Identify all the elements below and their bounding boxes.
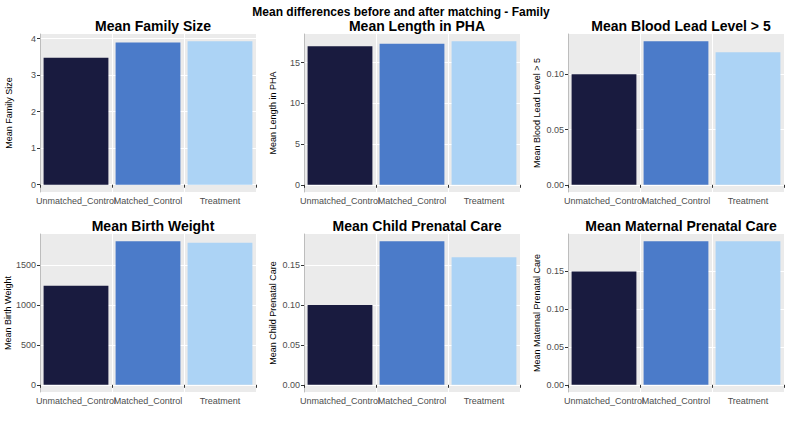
svg-text:Unmatched_Control: Unmatched_Control — [36, 196, 116, 206]
svg-text:Treatment: Treatment — [464, 396, 505, 406]
svg-text:Unmatched_Control: Unmatched_Control — [300, 196, 380, 206]
svg-text:10: 10 — [290, 98, 300, 108]
svg-text:Mean Blood Lead Level > 5: Mean Blood Lead Level > 5 — [532, 58, 542, 168]
svg-text:Matched_Control: Matched_Control — [114, 396, 183, 406]
svg-text:0.10: 0.10 — [282, 300, 300, 310]
svg-text:0.15: 0.15 — [546, 266, 564, 276]
svg-text:0.05: 0.05 — [546, 342, 564, 352]
svg-text:Unmatched_Control: Unmatched_Control — [36, 396, 116, 406]
svg-text:Matched_Control: Matched_Control — [642, 396, 711, 406]
svg-text:Mean Child Prenatal Care: Mean Child Prenatal Care — [333, 218, 502, 234]
svg-text:Treatment: Treatment — [200, 196, 241, 206]
svg-text:Unmatched_Control: Unmatched_Control — [300, 396, 380, 406]
svg-text:0.00: 0.00 — [546, 380, 564, 390]
svg-text:0.15: 0.15 — [282, 260, 300, 270]
svg-text:Unmatched_Control: Unmatched_Control — [564, 396, 644, 406]
svg-text:Matched_Control: Matched_Control — [378, 396, 447, 406]
svg-text:Treatment: Treatment — [464, 196, 505, 206]
svg-text:Unmatched_Control: Unmatched_Control — [564, 196, 644, 206]
svg-text:Treatment: Treatment — [728, 396, 769, 406]
svg-text:Mean differences before and af: Mean differences before and after matchi… — [252, 5, 550, 19]
svg-text:Treatment: Treatment — [728, 196, 769, 206]
svg-text:Mean Maternal Prenatal Care: Mean Maternal Prenatal Care — [532, 254, 542, 372]
svg-text:1000: 1000 — [16, 300, 36, 310]
svg-text:Matched_Control: Matched_Control — [114, 196, 183, 206]
svg-text:3: 3 — [31, 70, 36, 80]
svg-text:0: 0 — [295, 180, 300, 190]
svg-text:0.05: 0.05 — [282, 340, 300, 350]
svg-text:0.05: 0.05 — [546, 125, 564, 135]
svg-text:Mean Birth Weight: Mean Birth Weight — [92, 218, 215, 234]
svg-text:Mean Blood Lead Level > 5: Mean Blood Lead Level > 5 — [591, 18, 771, 34]
svg-text:Mean Family Size: Mean Family Size — [4, 77, 14, 149]
svg-text:4: 4 — [31, 34, 36, 44]
svg-text:Mean Family Size: Mean Family Size — [95, 18, 211, 34]
svg-text:500: 500 — [21, 340, 36, 350]
svg-text:Mean Birth Weight: Mean Birth Weight — [3, 276, 13, 350]
svg-text:0.00: 0.00 — [282, 380, 300, 390]
svg-text:0: 0 — [31, 380, 36, 390]
svg-text:Treatment: Treatment — [200, 396, 241, 406]
svg-text:0: 0 — [31, 180, 36, 190]
svg-text:0.10: 0.10 — [546, 304, 564, 314]
svg-text:15: 15 — [290, 58, 300, 68]
svg-text:2: 2 — [31, 107, 36, 117]
svg-text:Mean Child Prenatal Care: Mean Child Prenatal Care — [268, 261, 278, 365]
svg-text:Mean Maternal Prenatal Care: Mean Maternal Prenatal Care — [585, 218, 777, 234]
svg-text:1: 1 — [31, 143, 36, 153]
svg-text:Mean Length in PHA: Mean Length in PHA — [349, 18, 485, 34]
svg-text:0.00: 0.00 — [546, 180, 564, 190]
svg-text:5: 5 — [295, 139, 300, 149]
svg-text:0.10: 0.10 — [546, 69, 564, 79]
svg-text:1500: 1500 — [16, 260, 36, 270]
svg-text:Matched_Control: Matched_Control — [378, 196, 447, 206]
svg-text:Matched_Control: Matched_Control — [642, 196, 711, 206]
svg-text:Mean Length in PHA: Mean Length in PHA — [268, 71, 278, 154]
